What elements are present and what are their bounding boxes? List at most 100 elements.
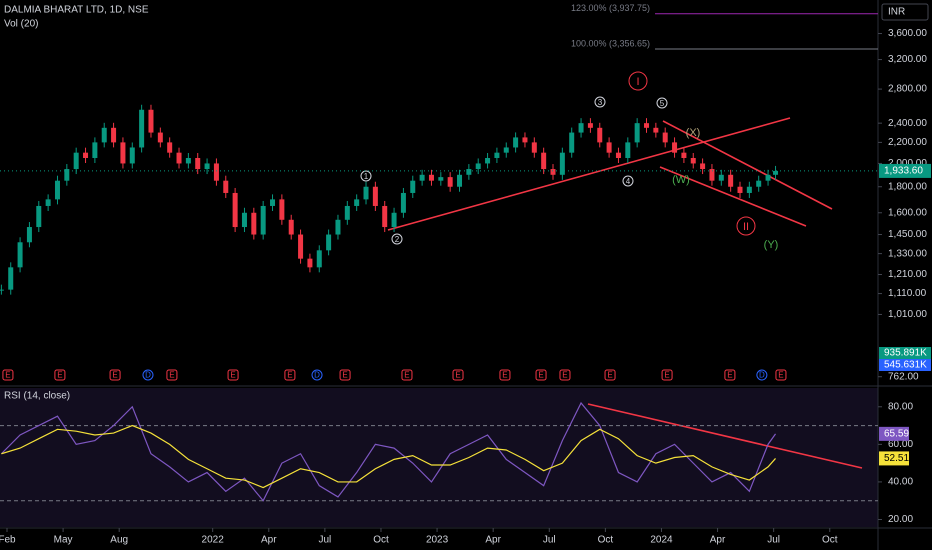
volume-indicator: Vol (20): [4, 19, 38, 30]
candle: [662, 132, 668, 143]
rsi-tick-label: 40.00: [888, 477, 913, 488]
candle: [45, 199, 51, 206]
candle: [298, 234, 304, 259]
candle: [419, 174, 425, 181]
last-price-box: [879, 163, 931, 178]
candle: [26, 227, 32, 243]
candle: [578, 123, 584, 133]
wave-circle: [628, 71, 648, 91]
event-marker: [775, 369, 787, 381]
volume-box: [879, 347, 931, 359]
candle: [634, 123, 640, 143]
rsi-value-box: [879, 426, 909, 441]
event-label: E: [5, 371, 10, 380]
event-marker: [604, 369, 616, 381]
x-tick-label: 2024: [650, 535, 673, 546]
event-label: E: [455, 371, 460, 380]
y-tick-label: 1,800.00: [888, 181, 927, 192]
candle: [344, 205, 350, 220]
wave-label: 1: [364, 172, 369, 181]
event-marker: [166, 369, 178, 381]
wave-label: (X): [686, 127, 701, 139]
candle: [260, 205, 266, 235]
event-label: E: [169, 371, 174, 380]
candle: [8, 267, 14, 290]
event-label: E: [112, 371, 117, 380]
candle: [232, 192, 238, 228]
event-label: E: [778, 371, 783, 380]
wave-label: (Y): [764, 239, 779, 251]
candle: [167, 142, 173, 153]
candle: [447, 177, 453, 187]
wave-circle: [736, 216, 756, 236]
candle: [92, 142, 98, 158]
candle: [615, 152, 621, 158]
y-tick-label: 1,010.00: [888, 309, 927, 320]
wave-label: 4: [626, 177, 631, 186]
wave-label: 3: [598, 98, 603, 107]
candle: [438, 177, 444, 181]
candle: [681, 152, 687, 158]
event-marker: [401, 369, 413, 381]
candle: [672, 142, 678, 153]
event-marker: [109, 369, 121, 381]
candle: [54, 180, 60, 200]
x-tick-label: Oct: [598, 535, 614, 546]
candle: [522, 137, 528, 143]
trend-line: [587, 403, 863, 469]
candle: [223, 180, 229, 193]
event-label: E: [727, 371, 732, 380]
y-tick-label: 762.00: [888, 371, 919, 382]
candle: [541, 152, 547, 170]
candle: [288, 219, 294, 235]
x-tick-label: Apr: [710, 535, 726, 546]
x-tick-label: Feb: [0, 535, 16, 546]
x-tick-label: Oct: [373, 535, 389, 546]
event-marker: [54, 369, 66, 381]
wave-circle: [656, 97, 668, 109]
y-tick-label: 2,000.00: [888, 158, 927, 169]
y-tick-label: 2,400.00: [888, 118, 927, 129]
event-marker: [311, 369, 323, 381]
candle: [728, 174, 734, 187]
volume-box: [879, 359, 931, 371]
candle: [457, 174, 463, 187]
rsi-line: [0, 401, 777, 502]
candle: [466, 169, 472, 175]
y-tick-label: 1,330.00: [888, 248, 927, 259]
rsi-value-box: [879, 451, 909, 466]
x-tick-label: 2022: [202, 535, 225, 546]
event-label: E: [230, 371, 235, 380]
candle: [773, 170, 779, 175]
fib-label: 123.00% (3,937.75): [571, 3, 650, 13]
x-tick-label: Apr: [261, 535, 277, 546]
candle: [270, 199, 276, 206]
candle: [176, 152, 182, 164]
candle: [382, 205, 388, 228]
candle: [494, 152, 500, 158]
event-label: E: [287, 371, 292, 380]
rsi-tick-label: 80.00: [888, 401, 913, 412]
rsi-ma-line: [1, 424, 776, 489]
candle: [644, 123, 650, 128]
y-tick-label: 1,600.00: [888, 207, 927, 218]
candle: [428, 174, 434, 181]
event-marker: [499, 369, 511, 381]
y-tick-label: 1,210.00: [888, 269, 927, 280]
rsi-title: RSI (14, close): [4, 391, 70, 402]
candle: [148, 109, 154, 133]
candle: [185, 157, 191, 164]
candle: [0, 289, 4, 291]
rsi-value-label: 65.59: [884, 428, 909, 439]
candle: [531, 142, 537, 153]
candle: [241, 212, 247, 228]
fib-label: 100.00% (3,356.65): [571, 38, 650, 48]
candle: [485, 157, 491, 164]
candle: [653, 127, 659, 133]
wave-label: 5: [660, 99, 665, 108]
rsi-value-label: 52.51: [884, 453, 909, 464]
candle: [157, 132, 163, 143]
candle: [120, 142, 126, 164]
wave-label: I: [636, 76, 639, 88]
